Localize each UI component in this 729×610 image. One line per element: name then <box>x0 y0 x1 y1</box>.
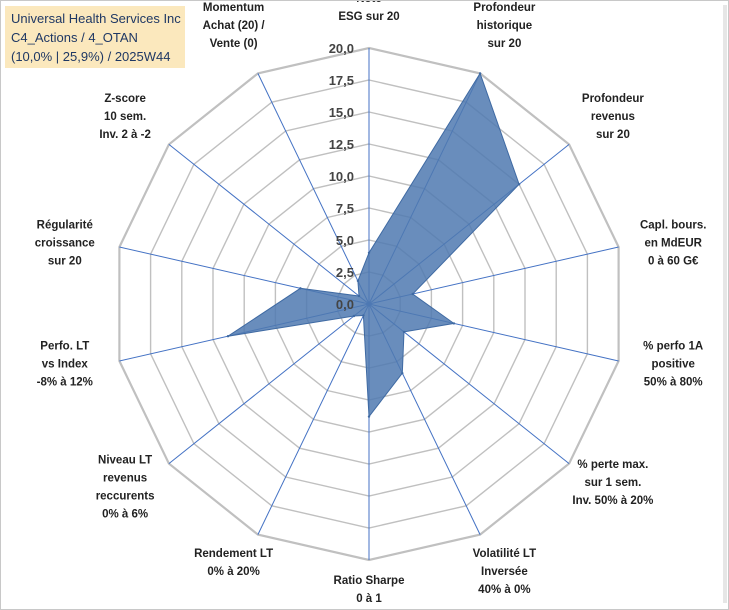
category-label-line: Profondeur <box>582 93 644 105</box>
category-label-line: -8% à 12% <box>37 377 93 389</box>
tick-label: 10,0 <box>329 169 354 184</box>
category-label-line: 50% à 80% <box>644 377 703 389</box>
data-point <box>362 314 365 317</box>
category-label-line: 10 sem. <box>104 111 146 123</box>
category-label-line: 0 à 1 <box>356 593 382 605</box>
category-label-line: % perte max. <box>577 459 648 471</box>
category-label: % perfo 1A positive 50% à 80% <box>643 341 703 389</box>
category-label-line: positive <box>651 359 694 371</box>
category-label-line: Ratio Sharpe <box>334 575 405 587</box>
period-label: (10,0% | 25,9%) / 2025W44 <box>11 49 171 64</box>
category-label-line: % perfo 1A <box>643 341 703 353</box>
category-label-line: ESG sur 20 <box>338 11 399 23</box>
category-label-line: Capl. bours. <box>640 220 706 232</box>
data-point <box>402 330 406 334</box>
tick-label: 2,5 <box>336 265 354 280</box>
title-box: Universal Health Services Inc C4_Actions… <box>5 6 185 68</box>
tick-label: 0,0 <box>336 297 354 312</box>
category-label: Perfo. LT vs Index -8% à 12% <box>37 341 93 389</box>
category-label-line: Régularité <box>37 220 93 232</box>
data-point <box>299 287 302 290</box>
category-label-line: Inv. 2 à -2 <box>99 129 151 141</box>
category-label-line: sur 20 <box>48 256 82 268</box>
scrollbar[interactable] <box>723 5 727 603</box>
category-label-line: 0 à 60 G€ <box>648 256 699 268</box>
tick-label: 12,5 <box>329 137 354 152</box>
category-label: Profondeur historique sur 20 <box>473 2 535 50</box>
category-label-line: reccurents <box>96 491 155 503</box>
category-label: Capl. bours. en MdEUR 0 à 60 G€ <box>640 220 706 268</box>
company-name: Universal Health Services Inc <box>11 11 181 26</box>
category-label: Volatilité LT Inversée 40% à 0% <box>473 548 536 596</box>
category-label: Régularité croissance sur 20 <box>35 220 95 268</box>
data-point <box>352 314 356 318</box>
data-point <box>226 335 230 338</box>
category-label-line: en MdEUR <box>644 238 702 250</box>
category-label-line: Z-score <box>104 93 146 105</box>
axis-spoke <box>257 303 370 535</box>
category-label-line: Perfo. LT <box>40 341 89 353</box>
category-label-line: sur 1 sem. <box>584 477 641 489</box>
category-label-line: revenus <box>591 111 635 123</box>
category-label-line: Profondeur <box>473 2 535 14</box>
category-label-line: Inversée <box>481 566 528 578</box>
category-label-line: 0% à 20% <box>207 566 259 578</box>
axis-spoke <box>168 303 370 464</box>
category-label-line: Momentum <box>203 2 264 14</box>
category-label-line: sur 20 <box>596 129 630 141</box>
data-point <box>478 72 482 75</box>
category-label-line: Vente (0) <box>210 38 258 50</box>
tick-label: 15,0 <box>329 105 354 120</box>
category-label-line: 40% à 0% <box>478 584 530 596</box>
category-label-line: Achat (20) / <box>203 20 266 32</box>
tick-label: 7,5 <box>336 201 354 216</box>
tick-label: 20,0 <box>329 41 354 56</box>
data-point <box>356 279 360 283</box>
category-label: Z-score 10 sem. Inv. 2 à -2 <box>99 93 151 141</box>
tick-label: 5,0 <box>336 233 354 248</box>
category-label-line: revenus <box>103 473 147 485</box>
category-label-line: vs Index <box>42 359 89 371</box>
category-label-line: 0% à 6% <box>102 509 148 521</box>
category-label-line: Rendement LT <box>194 548 273 560</box>
data-series-area <box>227 72 520 418</box>
data-point <box>401 372 404 375</box>
category-label-line: sur 20 <box>487 38 521 50</box>
axis-spoke <box>257 73 370 305</box>
category-label: Ratio Sharpe 0 à 1 <box>334 575 405 605</box>
data-point <box>452 322 456 325</box>
data-point <box>367 251 371 254</box>
axis-spoke <box>168 144 370 305</box>
category-label-line: Volatilité LT <box>473 548 536 560</box>
category-label: Note ESG sur 20 <box>338 1 399 23</box>
category-label-line: Inv. 50% à 20% <box>572 495 653 507</box>
data-point <box>367 415 371 418</box>
category-label: Momentum Achat (20) / Vente (0) <box>203 2 266 50</box>
category-label-line: Niveau LT <box>98 455 152 467</box>
category-label-line: historique <box>477 20 533 32</box>
category-label: Profondeur revenus sur 20 <box>582 93 644 141</box>
data-point <box>517 183 521 186</box>
category-label: % perte max. sur 1 sem. Inv. 50% à 20% <box>572 459 653 507</box>
data-point <box>411 292 414 296</box>
data-point <box>357 294 361 298</box>
tick-label: 17,5 <box>329 73 354 88</box>
category-label-line: Note <box>356 1 382 5</box>
category-label: Niveau LT revenus reccurents 0% à 6% <box>96 455 155 521</box>
category-label: Rendement LT 0% à 20% <box>194 548 273 578</box>
category-label-line: croissance <box>35 238 95 250</box>
portfolio-label: C4_Actions / 4_OTAN <box>11 30 138 45</box>
